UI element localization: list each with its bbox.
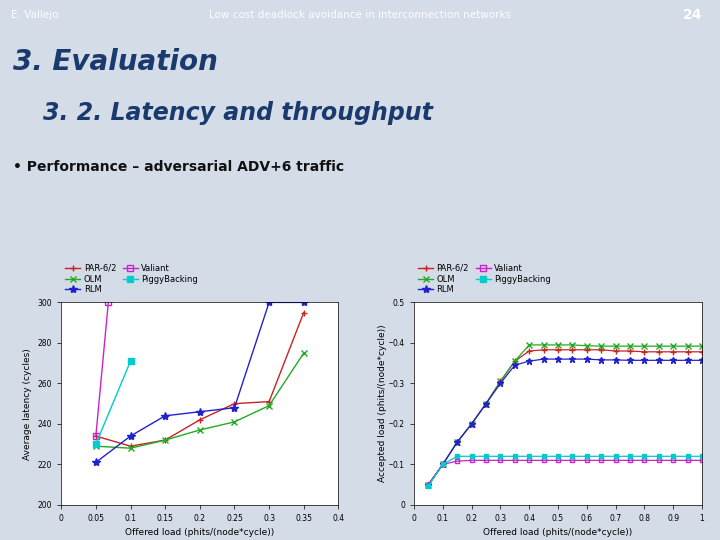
- Legend: PAR-6/2, OLM, RLM, Valiant, PiggyBacking: PAR-6/2, OLM, RLM, Valiant, PiggyBacking: [66, 264, 198, 294]
- Text: E. Vallejo: E. Vallejo: [11, 10, 58, 20]
- Text: 3. Evaluation: 3. Evaluation: [13, 48, 218, 76]
- X-axis label: Offered load (phits/(node*cycle)): Offered load (phits/(node*cycle)): [125, 529, 274, 537]
- Legend: PAR-6/2, OLM, RLM, Valiant, PiggyBacking: PAR-6/2, OLM, RLM, Valiant, PiggyBacking: [418, 264, 551, 294]
- Text: 24: 24: [683, 8, 702, 22]
- Text: –: –: [389, 420, 393, 428]
- Text: 3. 2. Latency and throughput: 3. 2. Latency and throughput: [43, 101, 433, 125]
- Text: • Performance – adversarial ADV+6 traffic: • Performance – adversarial ADV+6 traffi…: [13, 160, 344, 174]
- Text: –: –: [389, 460, 393, 469]
- Text: –: –: [389, 339, 393, 347]
- Text: Low cost deadlock avoidance in interconnection networks: Low cost deadlock avoidance in interconn…: [209, 10, 511, 20]
- X-axis label: Offered load (phits/(node*cycle)): Offered load (phits/(node*cycle)): [483, 529, 633, 537]
- Y-axis label: Average latency (cycles): Average latency (cycles): [23, 348, 32, 460]
- Y-axis label: Accepted load (phits/(node*cycle)): Accepted load (phits/(node*cycle)): [378, 325, 387, 482]
- Text: –: –: [389, 379, 393, 388]
